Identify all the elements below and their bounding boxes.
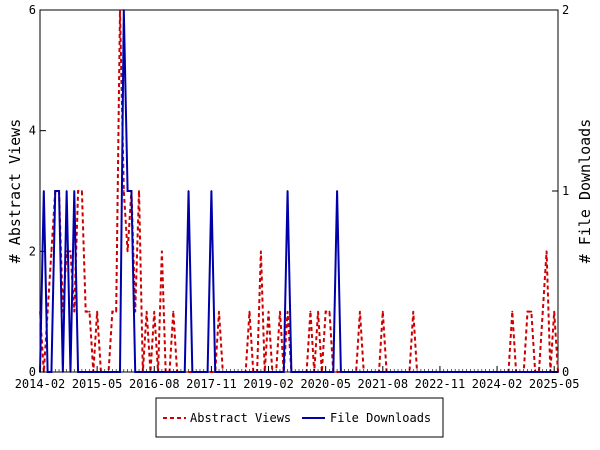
data-point-abstract-views: [541, 310, 544, 313]
data-point-abstract-views: [111, 310, 114, 313]
y-left-tick-label: 0: [29, 365, 36, 379]
data-point-abstract-views: [530, 310, 533, 313]
data-point-file-downloads: [286, 190, 289, 192]
data-point-abstract-views: [50, 250, 53, 253]
data-point-abstract-views: [309, 310, 312, 313]
data-point-abstract-views: [96, 310, 99, 313]
data-point-abstract-views: [122, 190, 125, 192]
data-point-abstract-views: [286, 310, 289, 313]
data-point-abstract-views: [553, 310, 556, 313]
data-point-abstract-views: [172, 310, 175, 313]
data-point-abstract-views: [248, 310, 251, 313]
x-tick-label: 2016-08: [129, 377, 180, 391]
x-tick-label: 2015-05: [72, 377, 123, 391]
data-point-abstract-views: [153, 310, 156, 313]
data-point-abstract-views: [545, 250, 548, 253]
data-point-file-downloads: [65, 190, 68, 192]
data-point-file-downloads: [42, 190, 45, 192]
y-left-tick-label: 6: [29, 3, 36, 17]
x-tick-label: 2025-05: [529, 377, 580, 391]
data-point-file-downloads: [126, 190, 129, 192]
data-point-abstract-views: [115, 310, 118, 313]
y-right-axis-title: # File Downloads: [576, 119, 594, 264]
data-point-abstract-views: [81, 190, 83, 192]
data-point-abstract-views: [412, 310, 415, 313]
data-point-abstract-views: [84, 310, 87, 313]
data-point-file-downloads: [73, 190, 76, 192]
x-tick-label: 2024-02: [472, 377, 523, 391]
data-point-file-downloads: [54, 190, 57, 192]
data-point-file-downloads: [336, 190, 338, 192]
data-point-abstract-views: [160, 250, 163, 253]
x-tick-label: 2017-11: [186, 377, 237, 391]
x-tick-label: 2022-11: [415, 377, 466, 391]
y-left-tick-label: 4: [29, 124, 36, 138]
data-point-abstract-views: [73, 310, 76, 313]
data-point-abstract-views: [260, 250, 262, 253]
data-point-abstract-views: [526, 310, 529, 313]
x-tick-label: 2020-05: [300, 377, 351, 391]
ticks-layer: 2014-02 2015-05 2016-08 2017-11 2019-02 2020-…: [15, 3, 580, 391]
legend-box: [155, 397, 444, 438]
data-point-abstract-views: [324, 310, 327, 313]
x-tick-label: 2014-02: [15, 377, 66, 391]
data-point-file-downloads: [187, 190, 190, 192]
data-point-file-downloads: [130, 190, 133, 192]
data-point-abstract-views: [88, 310, 91, 313]
data-point-abstract-views: [328, 310, 331, 313]
series-layer: [39, 9, 559, 373]
data-point-abstract-views: [69, 250, 72, 253]
data-point-abstract-views: [77, 190, 79, 192]
y-left-tick-label: 2: [29, 244, 36, 258]
legend-label-file-downloads: File Downloads: [330, 411, 431, 425]
data-point-abstract-views: [511, 310, 514, 313]
y-right-tick-label: 0: [562, 365, 569, 379]
data-point-abstract-views: [126, 250, 129, 253]
data-point-abstract-views: [145, 310, 148, 313]
x-tick-label: 2021-08: [358, 377, 409, 391]
data-point-abstract-views: [138, 190, 140, 192]
data-point-abstract-views: [317, 310, 319, 313]
data-point-file-downloads: [210, 190, 213, 192]
data-point-abstract-views: [267, 310, 270, 313]
legend-label-abstract-views: Abstract Views: [190, 411, 291, 425]
data-point-abstract-views: [119, 9, 121, 11]
data-point-abstract-views: [279, 310, 281, 313]
data-point-file-downloads: [58, 190, 60, 192]
series-line-abstract-views: [39, 9, 559, 373]
data-point-abstract-views: [218, 310, 220, 313]
y-left-axis-title: # Abstract Views: [6, 119, 24, 264]
x-tick-label: 2019-02: [243, 377, 294, 391]
data-point-abstract-views: [381, 310, 384, 313]
y-right-tick-label: 2: [562, 3, 569, 17]
data-point-file-downloads: [122, 9, 125, 11]
legend: Abstract Views File Downloads: [155, 397, 444, 438]
y-right-tick-label: 1: [562, 184, 569, 198]
data-point-abstract-views: [359, 310, 361, 313]
